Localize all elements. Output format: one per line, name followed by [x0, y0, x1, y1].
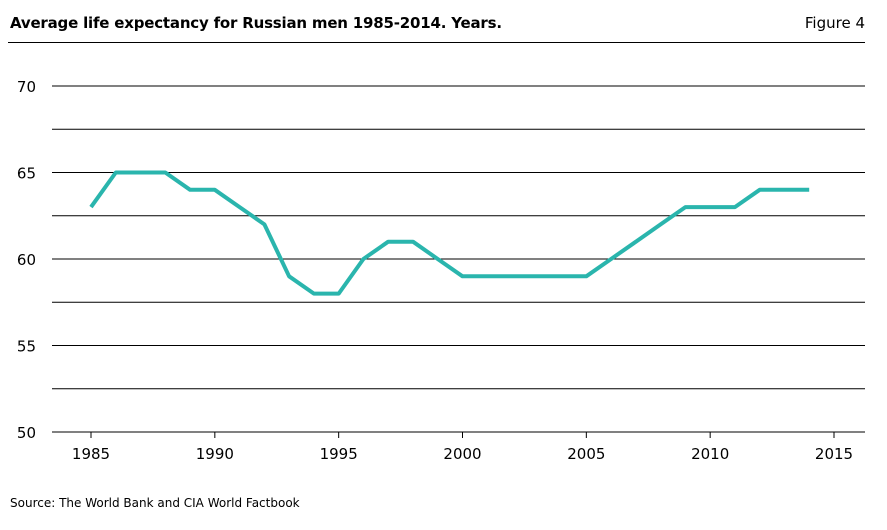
gridlines: [52, 85, 865, 390]
x-tick-label: 2015: [815, 445, 853, 463]
y-tick-label: 60: [17, 251, 36, 269]
x-tick-label: 2000: [443, 445, 481, 463]
axes: 50 55 60 65 70 1985 1990 1995 2000 2005 2010 2015: [17, 78, 865, 463]
figure-label: Figure 4: [804, 14, 865, 32]
x-tick-label: 2010: [691, 445, 729, 463]
x-tick-label: 1985: [72, 445, 110, 463]
y-tick-label: 70: [17, 78, 36, 96]
y-tick-label: 55: [17, 338, 36, 356]
x-tick-label: 1990: [196, 445, 234, 463]
chart-title: Average life expectancy for Russian men …: [10, 14, 502, 32]
source-note: Source: The World Bank and CIA World Fac…: [10, 496, 300, 510]
title-divider: [8, 42, 865, 43]
series-layer: [89, 170, 810, 296]
x-tick-label: 2005: [567, 445, 605, 463]
y-tick-label: 65: [17, 165, 36, 183]
series-line: [89, 170, 810, 296]
x-tick-label: 1995: [320, 445, 358, 463]
y-tick-label: 50: [17, 424, 36, 442]
